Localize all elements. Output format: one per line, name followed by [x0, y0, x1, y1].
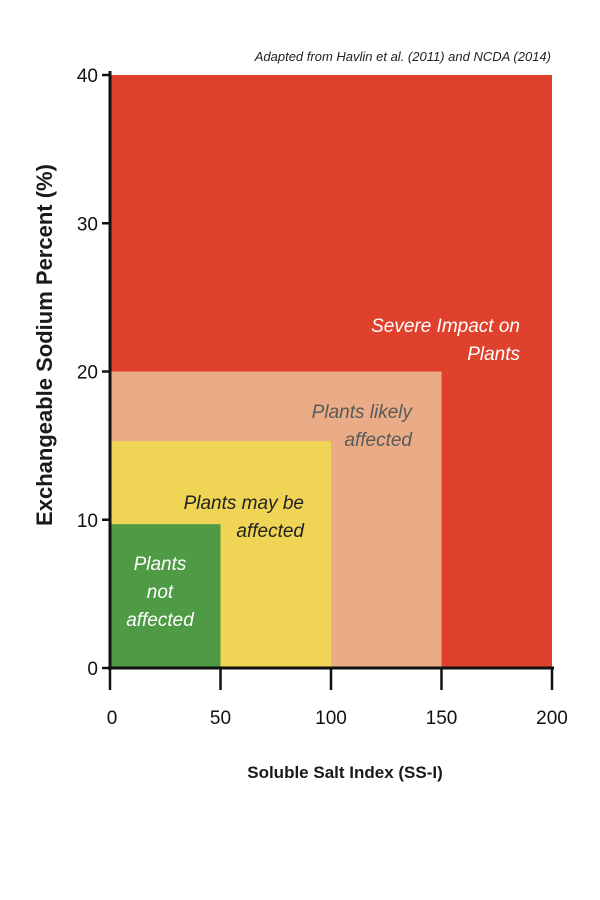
x-tick-label: 200 — [536, 708, 568, 729]
x-tick-label: 50 — [210, 708, 231, 729]
y-tick-label: 40 — [77, 66, 98, 87]
y-tick-label: 10 — [77, 511, 98, 532]
y-tick-label: 20 — [77, 363, 98, 384]
zone-label-severe-impact-on-plants: Severe Impact on Plants — [371, 316, 520, 365]
axes-layer — [102, 71, 554, 690]
zone-labels-layer: Severe Impact on Plants Plants likely affec… — [126, 316, 520, 631]
y-tick-label: 30 — [77, 214, 98, 235]
tick-labels-layer: 0 10 20 30 40 0 50 100 150 200 — [77, 66, 568, 729]
zone-label-plants-not-affected: Plants not affected — [126, 554, 195, 631]
x-tick-label: 100 — [315, 708, 347, 729]
y-tick-label: 0 — [87, 659, 98, 680]
x-tick-label: 150 — [426, 708, 458, 729]
zone-label-plants-may-be-affected: Plants may be affected — [184, 493, 306, 542]
zones-layer — [110, 75, 552, 668]
y-axis-title: Exchangeable Sodium Percent (%) — [32, 164, 57, 526]
x-tick-label: 0 — [107, 708, 118, 729]
zone-label-plants-likely-affected: Plants likely affected — [312, 402, 414, 451]
zone-plants-not-affected — [110, 524, 221, 668]
source-note: Adapted from Havlin et al. (2011) and NC… — [254, 49, 551, 64]
x-axis-title: Soluble Salt Index (SS-I) — [247, 763, 443, 782]
